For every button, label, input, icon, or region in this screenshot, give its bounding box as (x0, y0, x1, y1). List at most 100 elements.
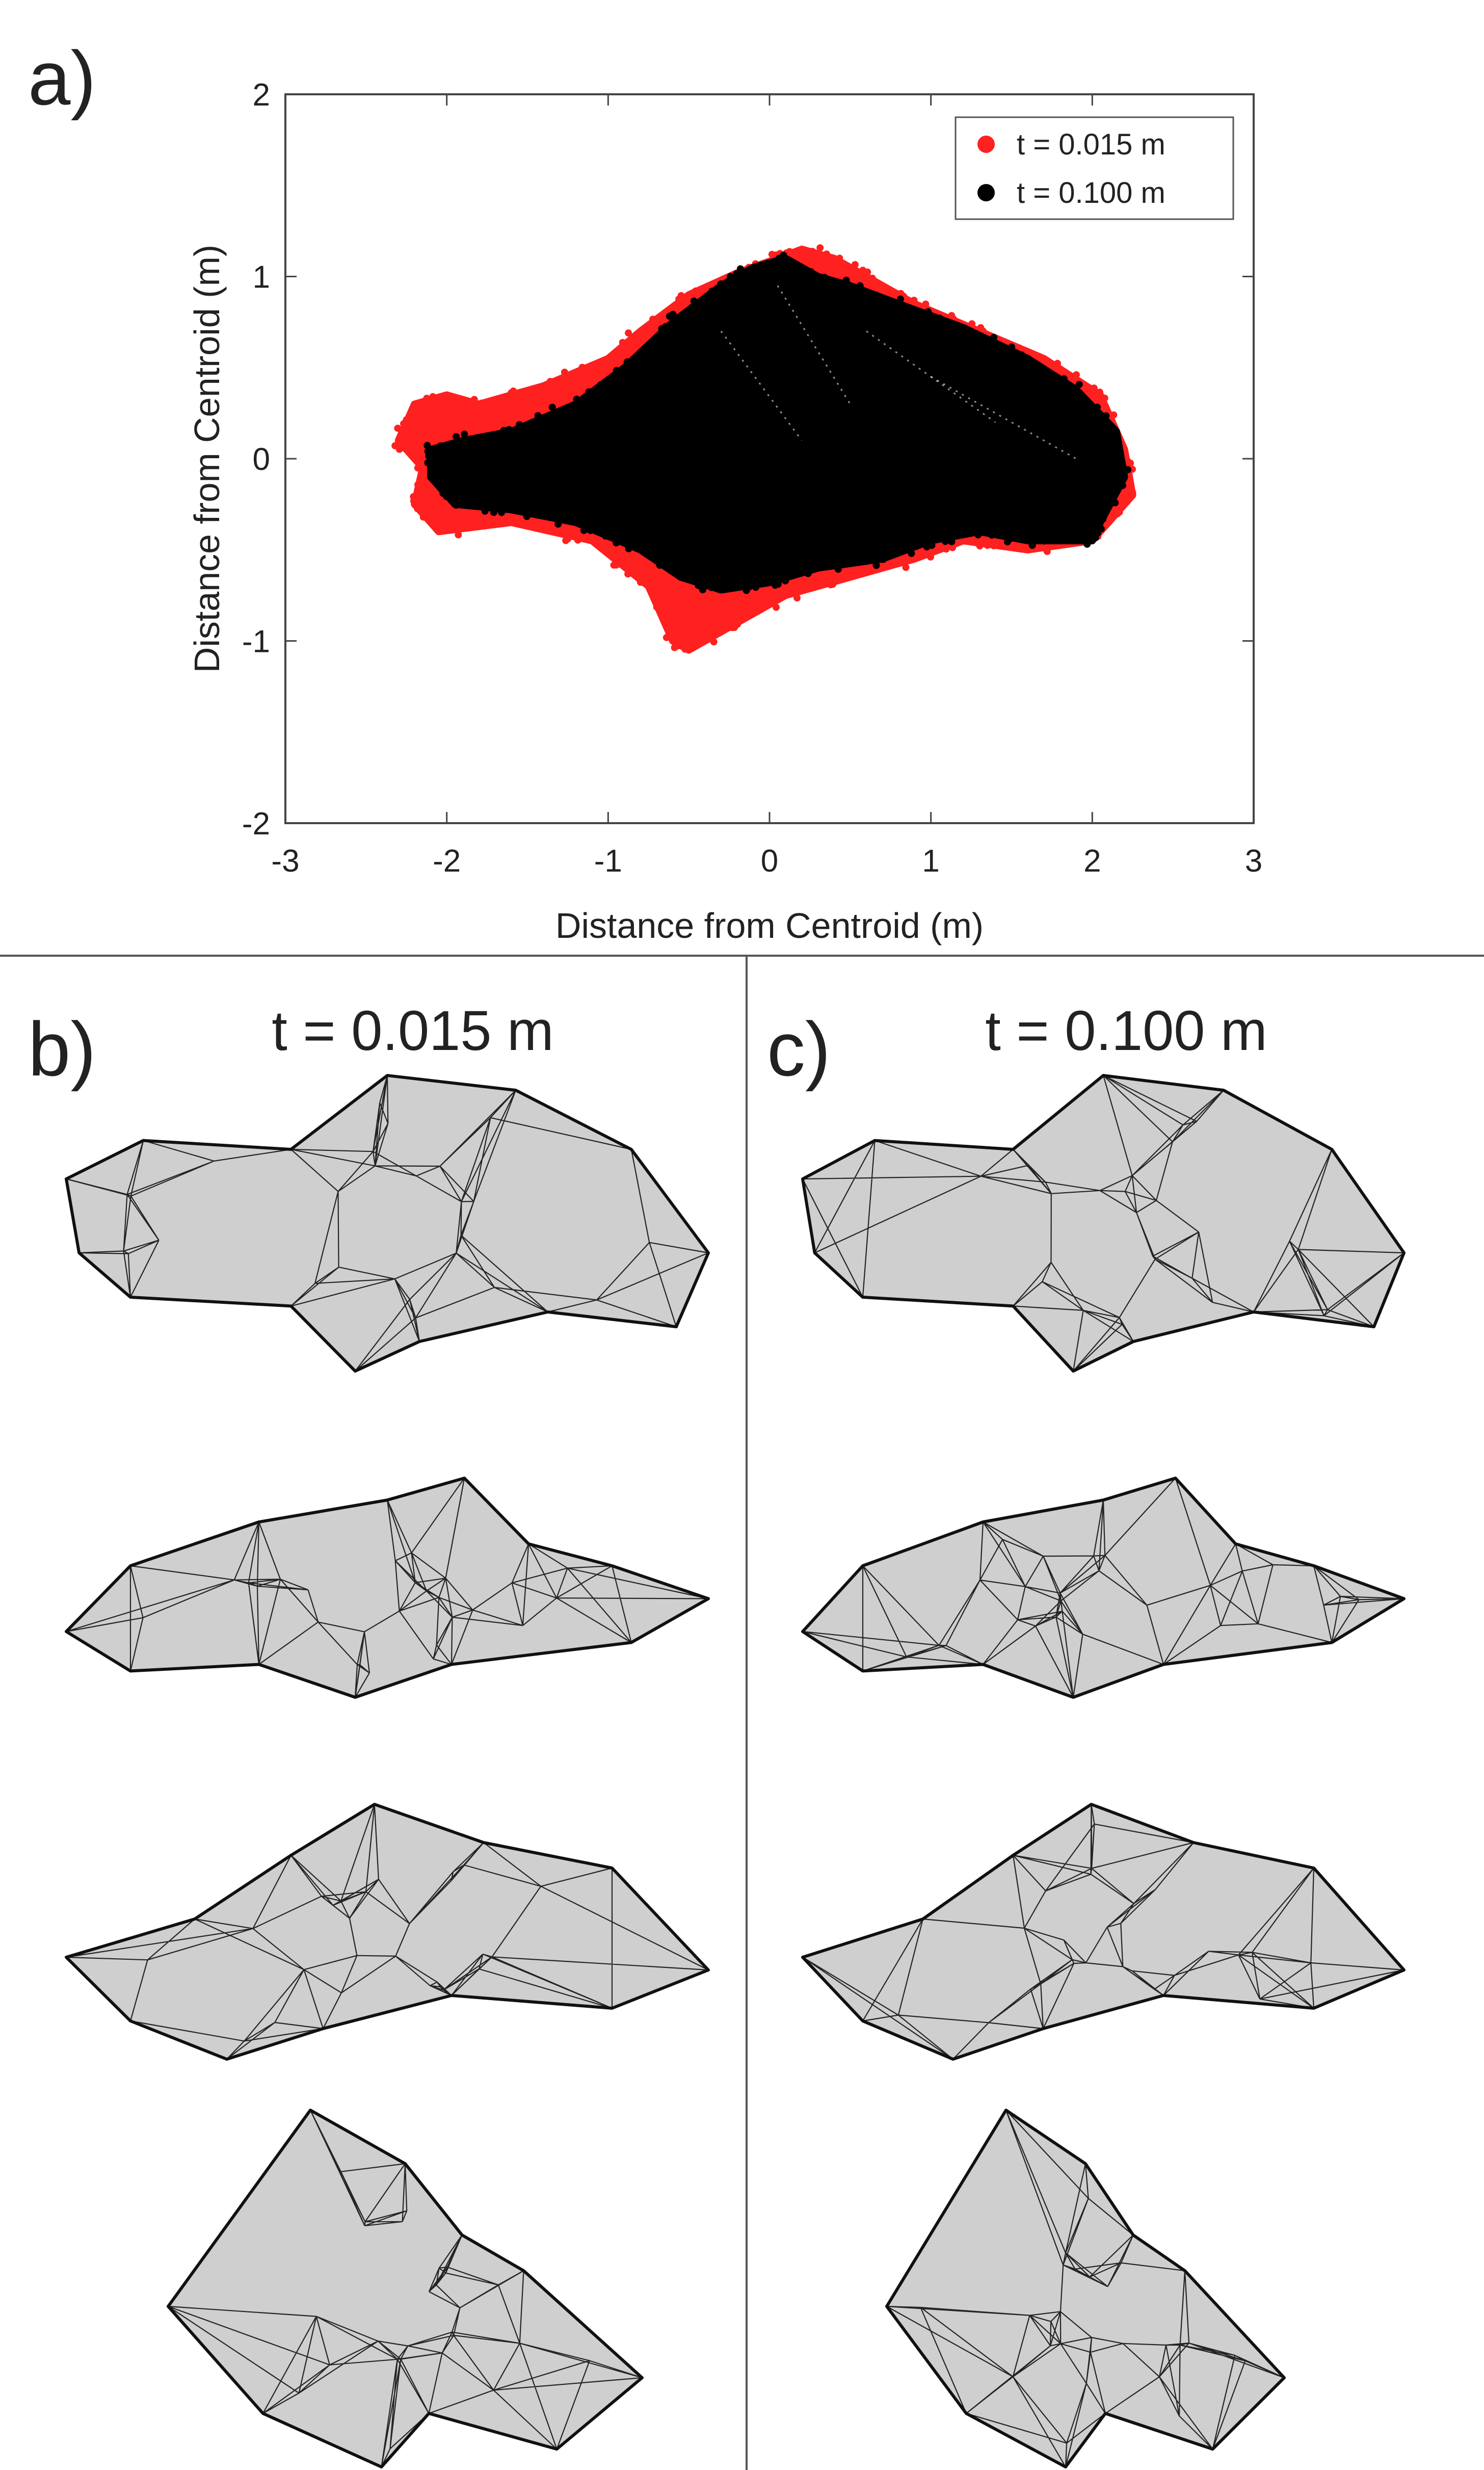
scatter-point (1115, 458, 1122, 466)
x-tick-label: 2 (1083, 844, 1101, 879)
scatter-point (673, 321, 680, 329)
scatter-point (1119, 482, 1126, 489)
scatter-points-1 (423, 251, 1132, 594)
scatter-point (807, 268, 815, 276)
scatter-point (400, 436, 407, 444)
scatter-point (1099, 515, 1107, 523)
scatter-point (659, 334, 667, 342)
scatter-point (810, 561, 817, 568)
scatter-point (602, 532, 610, 540)
legend-label-coarse: t = 0.100 m (1017, 176, 1165, 209)
panel-c-letter: c) (767, 1006, 831, 1092)
scatter-point (1073, 371, 1080, 379)
scatter-point (587, 527, 594, 534)
scatter-point (695, 582, 702, 589)
scatter-point (453, 495, 460, 503)
scatter-point (849, 571, 857, 579)
scatter-point (708, 630, 716, 638)
scatter-point (523, 513, 531, 520)
scatter-point (1090, 384, 1098, 392)
scatter-point (478, 399, 485, 407)
scatter-point (984, 541, 991, 549)
scatter-point (1096, 388, 1103, 396)
mesh-c-view-4 (885, 2109, 1286, 2468)
scatter-series-1 (427, 254, 1128, 594)
scatter-point (727, 273, 734, 280)
mesh-b-view-1 (65, 1074, 710, 1373)
scatter-point (637, 579, 644, 586)
scatter-point (990, 334, 997, 341)
mesh-wireframe (66, 1477, 709, 1698)
scatter-point (574, 536, 581, 544)
scatter-point (922, 300, 930, 308)
scatter-point (908, 549, 915, 557)
scatter-point (455, 531, 462, 539)
scatter-point (834, 565, 842, 573)
mesh-views (65, 1074, 1406, 2468)
legend-box (955, 116, 1234, 220)
mesh-wireframe (802, 1804, 1404, 2060)
scatter-point (546, 378, 554, 385)
scatter-point (1018, 351, 1025, 359)
scatter-point (905, 543, 912, 551)
scatter-point (829, 581, 836, 588)
scatter-point (595, 363, 602, 371)
scatter-point (625, 329, 632, 337)
scatter-point (942, 545, 950, 553)
scatter-point (788, 589, 796, 597)
scatter-point (613, 366, 620, 374)
scatter-point (943, 530, 950, 537)
scatter-point (494, 518, 501, 525)
scatter-point (1110, 438, 1118, 445)
mesh-c-view-3 (801, 1803, 1406, 2061)
mesh-c-view-2 (801, 1477, 1406, 1699)
scatter-point (610, 352, 618, 360)
scatter-point (782, 577, 789, 585)
mesh-wireframe (66, 1804, 709, 2060)
scatter-point (1117, 465, 1124, 473)
scatter-point (561, 369, 568, 376)
scatter-point (548, 383, 555, 391)
scatter-point (486, 399, 494, 406)
panel-b-title: t = 0.015 m (272, 1000, 553, 1062)
x-tick-label: -3 (271, 844, 299, 879)
scatter-point (927, 553, 934, 561)
scatter-point (470, 502, 478, 510)
legend-marker-fine (977, 136, 995, 153)
scatter-point (1094, 404, 1101, 411)
scatter-point (619, 339, 626, 346)
scatter-point (809, 248, 816, 255)
scatter-point (710, 638, 718, 646)
scatter-point (414, 464, 421, 472)
mesh-b-view-4 (167, 2109, 644, 2468)
scatter-point (415, 486, 422, 494)
scatter-point (455, 396, 462, 403)
scatter-point (988, 531, 996, 539)
panel-b-letter: b) (28, 1006, 96, 1092)
scatter-point (675, 295, 683, 303)
scatter-point (508, 389, 515, 397)
scatter-point (1115, 446, 1122, 454)
x-tick-label: -1 (594, 844, 622, 879)
scatter-point (931, 534, 938, 541)
scatter-point (516, 421, 523, 428)
scatter-point (423, 395, 431, 402)
scatter-point (1053, 363, 1061, 370)
scatter-point (613, 561, 620, 569)
scatter-point (843, 281, 851, 289)
panel-c-title: t = 0.100 m (985, 1000, 1267, 1062)
scatter-point (717, 280, 725, 288)
scatter-point (923, 543, 931, 550)
scatter-point (395, 445, 403, 453)
scatter-points-0 (391, 244, 1136, 653)
scatter-point (643, 550, 650, 558)
texture-line (777, 285, 851, 405)
mesh-b-view-3 (65, 1803, 710, 2061)
scatter-point (433, 518, 440, 525)
legend-label-fine: t = 0.015 m (1017, 128, 1165, 161)
scatter-point (682, 295, 690, 303)
scatter-point (1060, 375, 1068, 383)
scatter-point (918, 536, 925, 543)
